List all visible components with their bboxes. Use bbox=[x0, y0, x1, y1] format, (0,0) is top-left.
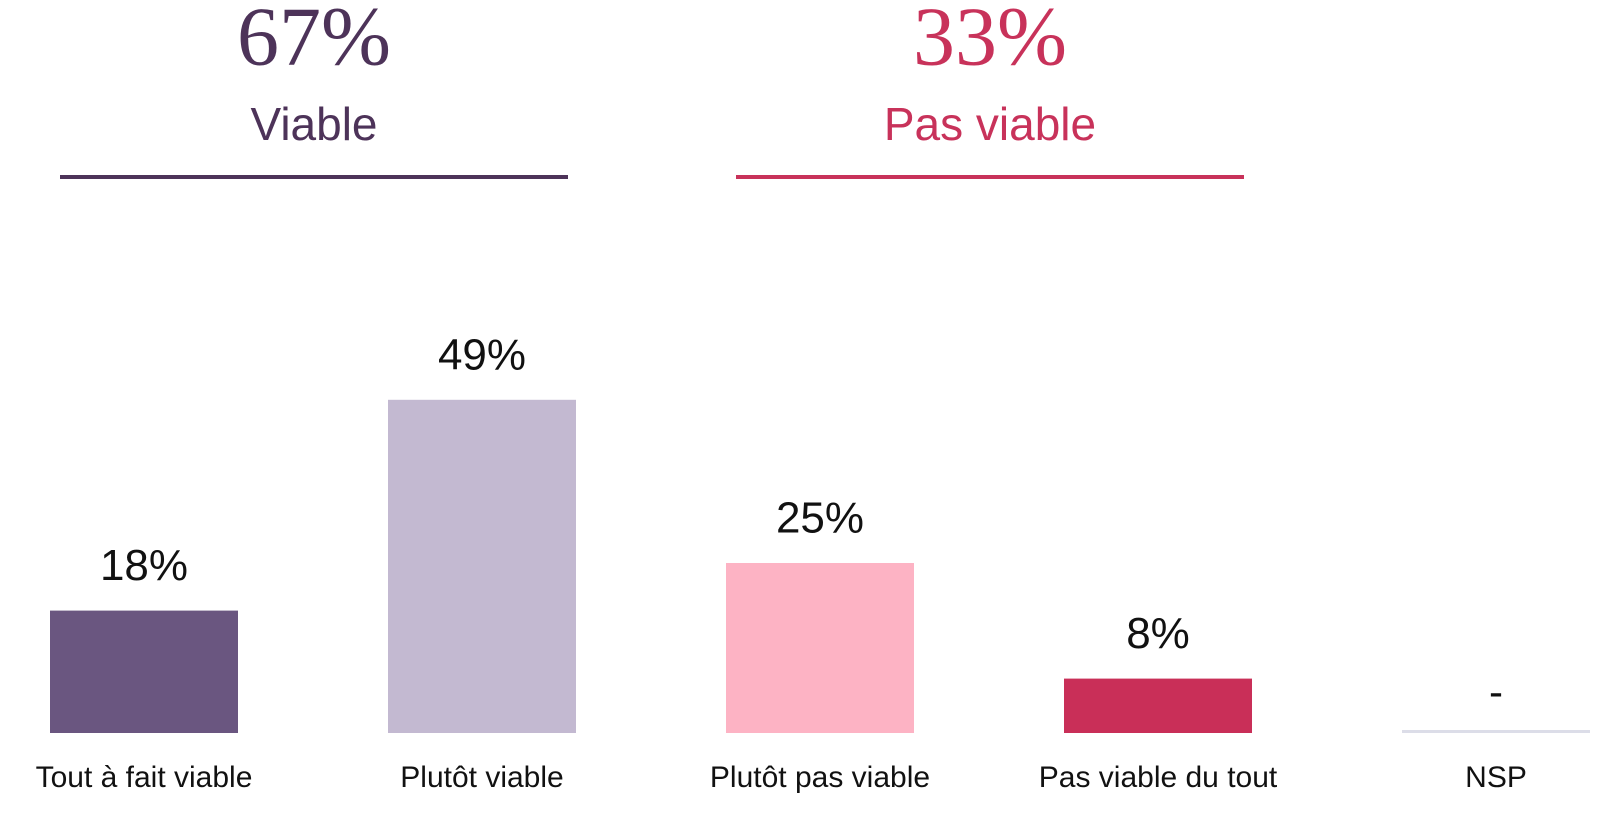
x-tick-label: Plutôt pas viable bbox=[710, 761, 930, 794]
x-tick-label: NSP bbox=[1465, 761, 1527, 794]
x-tick-label: Pas viable du tout bbox=[1039, 761, 1278, 794]
bar bbox=[726, 563, 914, 733]
bar bbox=[388, 399, 576, 733]
value-label: 25% bbox=[776, 494, 864, 543]
x-tick-label: Plutôt viable bbox=[400, 761, 563, 794]
value-label: 18% bbox=[100, 541, 188, 590]
x-tick-label: Tout à fait viable bbox=[36, 761, 253, 794]
summary-value: 33% bbox=[913, 0, 1067, 83]
summary-name: Pas viable bbox=[884, 98, 1096, 150]
summary-value: 67% bbox=[237, 0, 391, 83]
bar bbox=[1064, 678, 1252, 733]
value-label: 8% bbox=[1126, 609, 1190, 658]
bar bbox=[50, 610, 238, 733]
value-label: 49% bbox=[438, 330, 526, 379]
empty-bar bbox=[1402, 730, 1590, 733]
value-label: - bbox=[1489, 668, 1503, 715]
summary-name: Viable bbox=[250, 98, 377, 150]
